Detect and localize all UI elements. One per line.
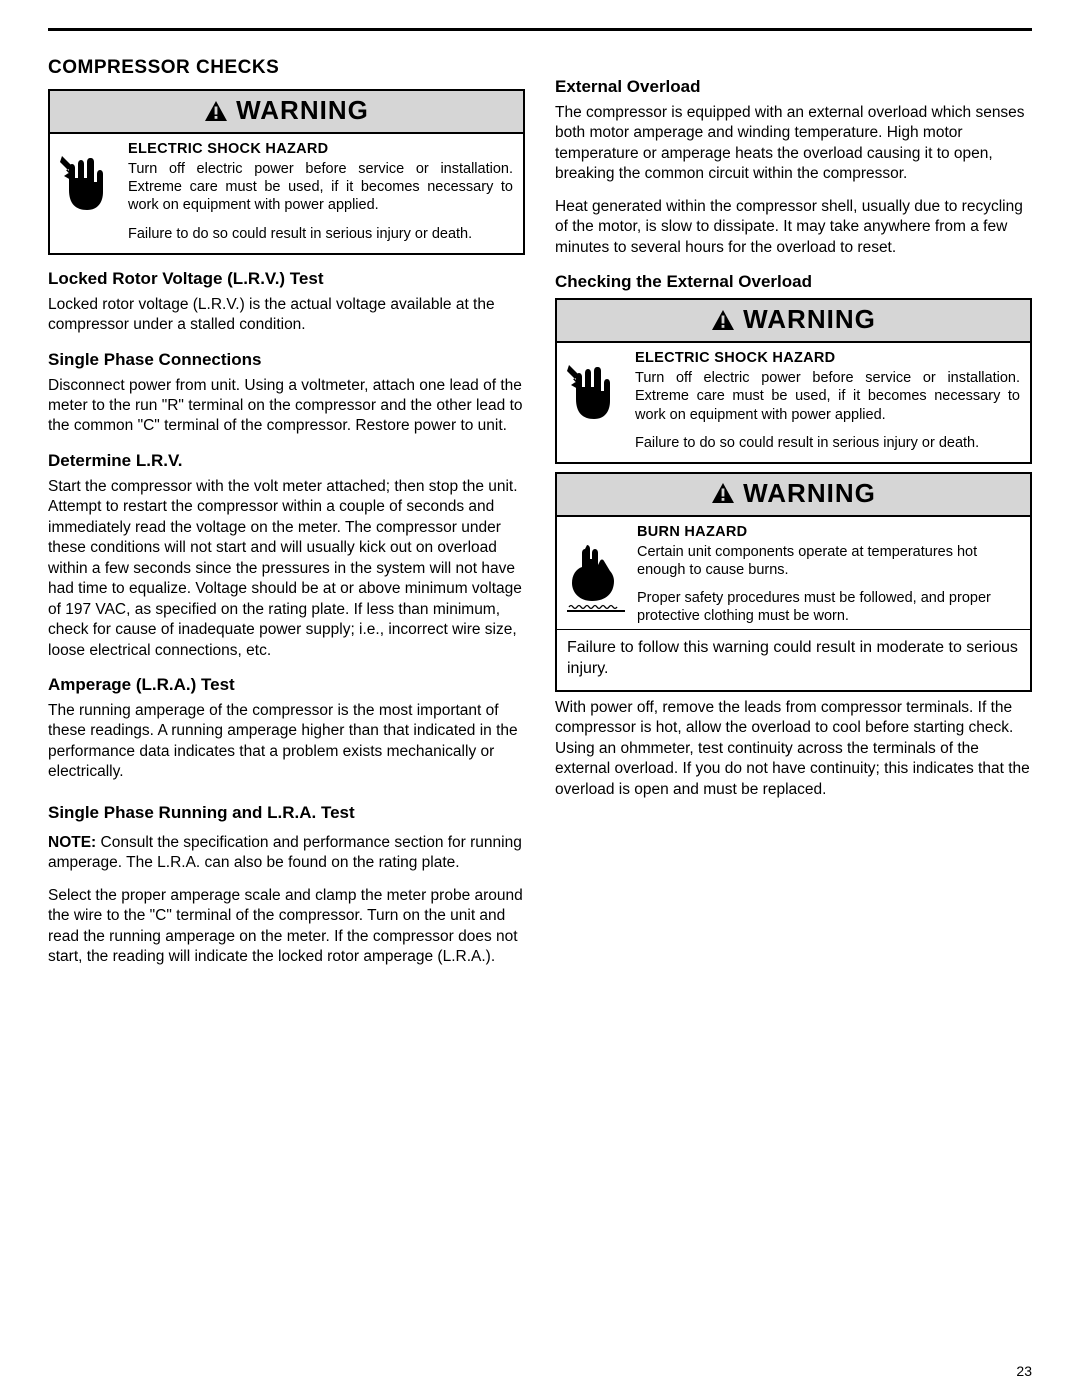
subheading-chk: Checking the External Overload [555, 272, 1032, 292]
top-rule [48, 28, 1032, 31]
warning-box-electric-2: WARNING ELECTRIC SHOCK HAZARD Turn off e… [555, 298, 1032, 464]
warning-body: ELECTRIC SHOCK HAZARD Turn off electric … [557, 343, 1030, 462]
spc-body: Disconnect power from unit. Using a volt… [48, 376, 525, 437]
subheading-spr: Single Phase Running and L.R.A. Test [48, 803, 525, 823]
after-warn-body: With power off, remove the leads from co… [555, 698, 1032, 800]
shock-hand-icon [565, 349, 625, 452]
two-column-layout: COMPRESSOR CHECKS WARNING [48, 57, 1032, 980]
subheading-spc: Single Phase Connections [48, 350, 525, 370]
note-label: NOTE: [48, 834, 96, 851]
right-column: External Overload The compressor is equi… [555, 57, 1032, 980]
warning-text: ELECTRIC SHOCK HAZARD Turn off electric … [635, 349, 1020, 452]
burn-hand-icon [565, 523, 627, 626]
lrv-body: Locked rotor voltage (L.R.V.) is the act… [48, 295, 525, 336]
hazard-title: BURN HAZARD [637, 523, 1020, 541]
warning-header: WARNING [50, 91, 523, 134]
section-title: COMPRESSOR CHECKS [48, 57, 525, 79]
warning-footer: Failure to follow this warning could res… [557, 629, 1030, 690]
warning-header: WARNING [557, 474, 1030, 517]
alert-triangle-icon [204, 100, 228, 122]
warning-body: ELECTRIC SHOCK HAZARD Turn off electric … [50, 134, 523, 253]
shock-hand-icon [58, 140, 118, 243]
hazard-title: ELECTRIC SHOCK HAZARD [635, 349, 1020, 367]
spr-note: NOTE: Consult the specification and perf… [48, 833, 525, 874]
hazard-title: ELECTRIC SHOCK HAZARD [128, 140, 513, 158]
alert-triangle-icon [711, 482, 735, 504]
warning-body: BURN HAZARD Certain unit components oper… [557, 517, 1030, 630]
subheading-amp: Amperage (L.R.A.) Test [48, 675, 525, 695]
page-number: 23 [1016, 1363, 1032, 1379]
warning-label: WARNING [236, 95, 369, 126]
page: COMPRESSOR CHECKS WARNING [0, 0, 1080, 980]
warning-box-burn: WARNING BURN HAZARD Ce [555, 472, 1032, 692]
warning-header: WARNING [557, 300, 1030, 343]
det-body: Start the compressor with the volt meter… [48, 477, 525, 661]
warning-p2: Failure to do so could result in serious… [128, 225, 513, 243]
subheading-lrv: Locked Rotor Voltage (L.R.V.) Test [48, 269, 525, 289]
alert-triangle-icon [711, 309, 735, 331]
warning-label: WARNING [743, 304, 876, 335]
warning-box-electric-1: WARNING ELECTRIC SHOCK HAZARD Turn off e… [48, 89, 525, 255]
spr-body: Select the proper amperage scale and cla… [48, 886, 525, 968]
left-column: COMPRESSOR CHECKS WARNING [48, 57, 525, 980]
warning-p2: Proper safety procedures must be followe… [637, 589, 1020, 625]
warning-p2: Failure to do so could result in serious… [635, 434, 1020, 452]
ext-p1: The compressor is equipped with an exter… [555, 103, 1032, 185]
warning-p1: Certain unit components operate at tempe… [637, 543, 1020, 579]
warning-p1: Turn off electric power before service o… [128, 160, 513, 214]
ext-p2: Heat generated within the compressor she… [555, 197, 1032, 258]
spacer [555, 57, 1032, 77]
warning-label: WARNING [743, 478, 876, 509]
warning-p1: Turn off electric power before service o… [635, 369, 1020, 423]
note-rest: Consult the specification and performanc… [48, 834, 522, 871]
warning-text: BURN HAZARD Certain unit components oper… [637, 523, 1020, 626]
warning-text: ELECTRIC SHOCK HAZARD Turn off electric … [128, 140, 513, 243]
subheading-det: Determine L.R.V. [48, 451, 525, 471]
subheading-ext: External Overload [555, 77, 1032, 97]
amp-body: The running amperage of the compressor i… [48, 701, 525, 783]
